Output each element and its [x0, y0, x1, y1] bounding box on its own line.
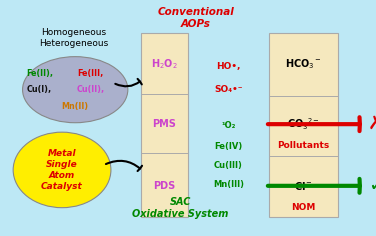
Text: ✓: ✓ [368, 176, 376, 195]
Ellipse shape [13, 132, 111, 208]
Text: Homogeneous
Heterogeneous: Homogeneous Heterogeneous [39, 28, 108, 48]
Text: CO$_3$$^{2-}$: CO$_3$$^{2-}$ [287, 116, 320, 132]
Text: ¹O₂: ¹O₂ [221, 121, 236, 130]
Text: SO₄•⁻: SO₄•⁻ [214, 85, 243, 94]
Text: Fe(III,: Fe(III, [77, 69, 103, 78]
Text: Fe(IV): Fe(IV) [214, 142, 243, 151]
Text: Cu(II),: Cu(II), [77, 85, 105, 94]
Text: HO•,: HO•, [216, 62, 241, 71]
Text: Metal
Single
Atom
Catalyst: Metal Single Atom Catalyst [41, 149, 83, 191]
Text: Conventional
AOPs: Conventional AOPs [157, 7, 234, 29]
Text: Pollutants: Pollutants [277, 141, 330, 150]
Text: HCO$_3$$^-$: HCO$_3$$^-$ [285, 57, 322, 71]
Text: H$_2$O$_2$: H$_2$O$_2$ [151, 57, 178, 71]
Text: Mn(III): Mn(III) [213, 180, 244, 189]
Text: Mn(II): Mn(II) [62, 102, 89, 111]
FancyBboxPatch shape [141, 33, 188, 217]
Text: PDS: PDS [153, 181, 176, 191]
Ellipse shape [23, 57, 128, 123]
Text: Cu(III): Cu(III) [214, 161, 243, 170]
Text: SAC
Oxidative System: SAC Oxidative System [132, 197, 229, 219]
Text: Fe(II),: Fe(II), [26, 69, 53, 78]
Text: PMS: PMS [153, 119, 176, 129]
Text: NOM: NOM [291, 202, 316, 211]
FancyBboxPatch shape [269, 33, 338, 217]
Text: Cu(I),: Cu(I), [26, 85, 52, 94]
Text: Cl$^-$: Cl$^-$ [294, 180, 313, 192]
Text: ✗: ✗ [368, 115, 376, 134]
